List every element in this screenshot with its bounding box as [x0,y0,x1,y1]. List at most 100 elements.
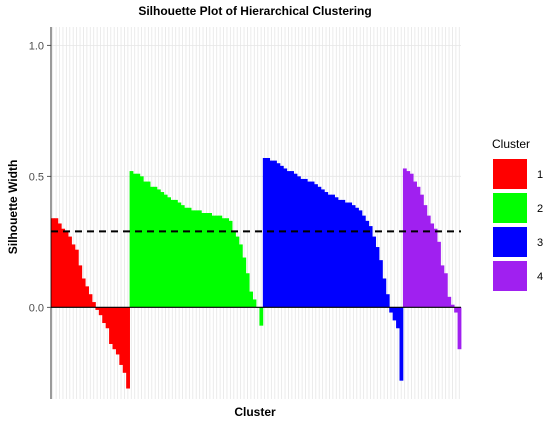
silhouette-bar [211,215,216,308]
silhouette-bar [334,197,339,308]
silhouette-bar [51,218,55,308]
silhouette-bar [115,307,120,355]
legend-label: 3 [537,237,543,249]
silhouette-bar [92,302,96,308]
silhouette-bar [433,228,438,308]
silhouette-bar [409,173,414,308]
y-tick-label: 1.0 [29,40,44,52]
silhouette-bar [368,226,373,308]
silhouette-bar [54,218,59,308]
silhouette-bar [64,231,69,308]
y-axis-title: Silhouette Width [6,160,20,255]
silhouette-bar [310,181,315,308]
y-tick-label: 0.5 [29,171,44,183]
silhouette-bar [197,210,202,308]
silhouette-bar [143,181,148,308]
silhouette-bar [440,265,445,308]
silhouette-bar [133,173,137,308]
silhouette-bar [221,218,226,308]
silhouette-bar [129,171,134,308]
silhouette-bar [283,168,288,308]
silhouette-bar [174,199,178,308]
silhouette-bar [184,207,189,308]
silhouette-bar [392,307,397,321]
silhouette-bar [399,307,404,381]
silhouette-bar [266,157,271,308]
silhouette-bar [232,231,236,308]
silhouette-bar [290,171,294,308]
silhouette-bar [327,194,332,308]
silhouette-bar [423,205,428,308]
silhouette-bar [245,273,250,308]
silhouette-bar [177,202,182,308]
silhouette-bar [365,220,370,308]
silhouette-bar [218,215,223,308]
legend-title: Cluster [492,137,530,151]
silhouette-bar [225,218,230,308]
silhouette-bar [375,247,380,308]
silhouette-bar [416,186,421,308]
legend-swatch [493,193,527,223]
silhouette-bar [61,228,66,308]
silhouette-bar [358,210,363,308]
silhouette-bar [430,223,435,308]
silhouette-bar [406,171,411,308]
silhouette-bar [454,307,458,313]
silhouette-bar [457,307,462,350]
silhouette-bar [361,215,366,308]
silhouette-bar [348,202,353,308]
silhouette-bar [191,210,195,308]
silhouette-bar [170,199,175,308]
silhouette-bar [242,257,247,308]
silhouette-bar [297,176,301,308]
silhouette-bar [341,199,346,308]
silhouette-bar [338,199,342,308]
silhouette-bar [235,236,240,308]
x-axis-title: Cluster [234,405,276,419]
silhouette-bar [204,213,209,308]
silhouette-bar [112,307,117,350]
silhouette-bar [303,178,308,308]
legend-label: 4 [537,271,543,283]
silhouette-bar [167,197,171,308]
silhouette-bar [201,213,206,308]
silhouette-bar [139,176,144,308]
silhouette-bar [105,307,110,329]
silhouette-bar [85,286,89,308]
silhouette-bar [320,189,325,308]
silhouette-bar [443,273,448,308]
y-axis-ticks: 0.0 0.5 1.0 [29,40,51,314]
silhouette-bar [249,291,253,308]
silhouette-bar [324,192,329,308]
silhouette-bar [78,265,83,308]
silhouette-bar [126,307,130,389]
silhouette-bar [372,236,376,308]
silhouette-bar [300,178,305,308]
silhouette-bar [122,307,127,373]
silhouette-bar [146,181,151,308]
silhouette-bar [426,215,431,308]
silhouette-bar [379,260,383,308]
silhouette-bar [109,307,113,344]
silhouette-bar [279,165,284,308]
silhouette-bar [344,202,349,308]
silhouette-bar [88,294,93,308]
silhouette-bar [81,278,86,308]
silhouette-bar [355,207,359,308]
chart-title: Silhouette Plot of Hierarchical Clusteri… [138,4,371,18]
silhouette-bar [102,307,107,324]
silhouette-bar [317,186,322,308]
silhouette-bar [385,294,390,308]
silhouette-bar [382,278,387,308]
silhouette-bar [413,181,417,308]
silhouette-bar [262,157,267,308]
silhouette-bar [396,307,400,329]
silhouette-bar [153,186,158,308]
silhouette-bar [276,163,281,308]
silhouette-bar [136,173,141,308]
silhouette-bar [307,181,312,308]
legend-label: 1 [537,169,543,181]
silhouette-bar [286,171,291,308]
silhouette-bar [437,241,441,308]
